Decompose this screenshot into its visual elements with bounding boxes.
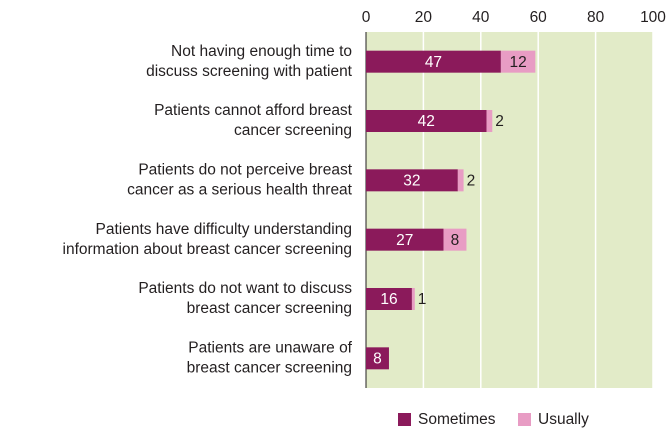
value-label: 47 xyxy=(425,54,442,71)
bar-segment xyxy=(366,110,487,132)
category-label: Patients have difficulty understanding xyxy=(96,221,353,238)
x-tick-label: 100 xyxy=(640,9,666,26)
value-label: 16 xyxy=(380,291,397,308)
value-label: 8 xyxy=(373,350,382,367)
bar-segment xyxy=(366,169,458,192)
bar-segment xyxy=(500,50,536,73)
legend-label: Sometimes xyxy=(418,411,496,428)
bar-segment xyxy=(457,169,464,192)
value-label: 2 xyxy=(467,172,476,189)
bar-segment xyxy=(366,347,389,370)
value-label: 42 xyxy=(418,113,435,130)
value-label: 8 xyxy=(451,232,460,249)
x-tick-label: 20 xyxy=(415,9,433,26)
category-label: discuss screening with patient xyxy=(146,63,353,80)
value-label: 27 xyxy=(396,232,413,249)
legend-swatch xyxy=(518,413,531,426)
legend-label: Usually xyxy=(538,411,589,428)
legend-swatch xyxy=(398,413,411,426)
bar-segment xyxy=(443,228,467,251)
category-label: Patients cannot afford breast xyxy=(154,102,353,119)
category-label: Patients are unaware of xyxy=(188,339,352,356)
x-tick-label: 0 xyxy=(362,9,371,26)
bar-segment xyxy=(366,50,501,73)
category-label: Patients do not perceive breast xyxy=(138,161,352,178)
value-label: 2 xyxy=(495,113,504,130)
category-label: Not having enough time to xyxy=(171,43,352,60)
value-label: 1 xyxy=(418,291,427,308)
category-label: information about breast cancer screenin… xyxy=(63,241,353,258)
value-label: 12 xyxy=(509,54,526,71)
bar-segment xyxy=(366,228,444,251)
value-label: 32 xyxy=(403,172,420,189)
plot-area xyxy=(366,32,653,388)
bar-segment xyxy=(366,288,412,310)
x-tick-label: 60 xyxy=(530,9,548,26)
category-label: breast cancer screening xyxy=(187,300,352,317)
x-tick-label: 80 xyxy=(587,9,605,26)
category-label: cancer as a serious health threat xyxy=(127,181,353,198)
bar-segment xyxy=(486,110,493,132)
category-label: breast cancer screening xyxy=(187,359,352,376)
x-tick-label: 40 xyxy=(472,9,490,26)
category-label: cancer screening xyxy=(234,122,352,139)
category-label: Patients do not want to discuss xyxy=(138,280,352,297)
bar-segment xyxy=(411,288,415,310)
